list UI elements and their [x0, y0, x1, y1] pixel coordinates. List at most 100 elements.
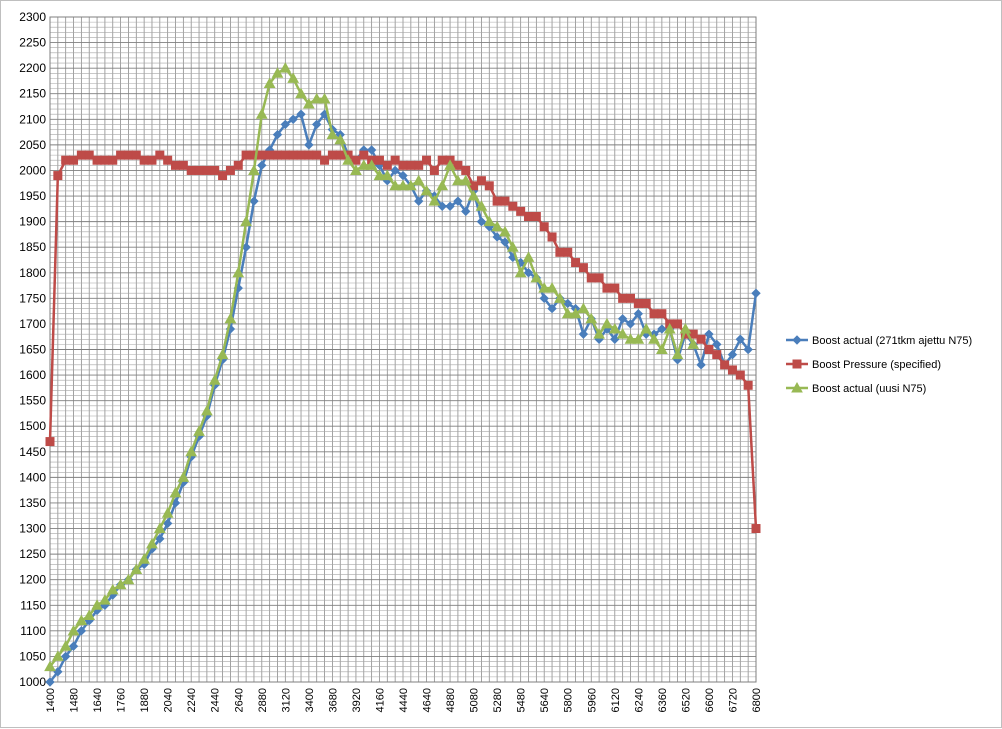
series-3-point	[365, 159, 378, 170]
series-3-point	[169, 486, 182, 498]
series-3-point	[420, 184, 433, 196]
x-tick-label: 2880	[257, 688, 269, 712]
series-2-point	[429, 165, 439, 175]
series-3-point	[389, 179, 402, 191]
series-1-point	[500, 237, 510, 247]
x-tick-label: 4640	[422, 688, 434, 712]
series-1-point	[578, 329, 589, 339]
series-2-point	[673, 319, 683, 329]
y-tick-label: 1600	[19, 368, 46, 382]
series-1-point	[539, 293, 549, 304]
series-2-point	[218, 171, 228, 181]
series-layer	[44, 62, 761, 687]
y-tick-label: 1550	[19, 394, 46, 408]
x-tick-label: 1760	[116, 688, 128, 712]
y-tick-label: 1400	[19, 470, 46, 484]
series-1-point	[413, 196, 424, 206]
series-3-point	[334, 133, 347, 145]
series-3-point	[271, 67, 284, 78]
series-3-point	[428, 195, 441, 206]
series-3-point	[561, 307, 574, 319]
series-3-point	[240, 215, 252, 227]
x-tick-label: 2040	[163, 688, 175, 712]
series-2-point	[618, 293, 628, 303]
series-1-point	[625, 319, 636, 329]
series-3-point	[318, 92, 331, 104]
series-3-point	[44, 660, 56, 672]
series-3-point	[208, 374, 221, 385]
series-3-point	[499, 225, 511, 237]
series-2-point	[131, 150, 141, 160]
series-2-point	[147, 155, 157, 165]
y-tick-label: 1650	[19, 343, 46, 357]
series-2-point	[696, 334, 706, 344]
series-1-point	[398, 170, 408, 181]
x-tick-label: 4160	[374, 688, 386, 712]
series-1-point	[257, 160, 267, 171]
series-3-point	[130, 563, 143, 574]
series-2-point	[280, 150, 290, 160]
legend-swatch-point	[792, 359, 802, 369]
y-tick-label: 1100	[20, 624, 46, 638]
series-1-point	[696, 360, 706, 370]
series-1-point	[296, 109, 306, 119]
series-3-point	[491, 220, 503, 232]
series-3-point	[632, 333, 645, 344]
series-1-point	[547, 303, 557, 314]
series-2-point	[194, 165, 204, 175]
series-3-point	[106, 583, 119, 595]
series-1-point	[155, 534, 165, 544]
series-2-point	[92, 155, 102, 165]
series-2-point	[484, 181, 494, 191]
series-2-point	[178, 160, 188, 170]
series-2-point	[641, 298, 651, 308]
series-3-point	[75, 614, 88, 626]
x-tick-label: 4440	[398, 688, 410, 712]
series-3-point	[569, 307, 582, 319]
series-2-point	[116, 150, 126, 160]
series-3-point	[310, 92, 323, 104]
series-3-point	[554, 292, 566, 303]
series-2-point	[422, 155, 432, 165]
series-2-point	[743, 380, 753, 390]
y-tick-label: 1450	[19, 445, 46, 459]
y-tick-label: 1150	[20, 598, 46, 612]
legend-label: Boost actual (271tkm ajettu N75)	[812, 335, 972, 347]
y-tick-label: 2050	[19, 138, 46, 152]
series-2-point	[461, 165, 471, 175]
series-2-point	[610, 283, 620, 293]
legend-label: Boost actual (uusi N75)	[812, 383, 926, 395]
axes: 1000 1050 1100 1150 1200 1250 1300 1350 1400 1450…	[19, 10, 763, 712]
series-2-point	[320, 155, 330, 165]
series-2-point	[704, 345, 714, 354]
series-3-point	[373, 169, 386, 181]
series-3-point	[326, 128, 339, 140]
series-3-point	[201, 404, 213, 416]
y-tick-label: 1850	[19, 240, 46, 254]
series-3-point	[83, 609, 96, 620]
series-2-point	[108, 155, 118, 165]
series-2-point	[398, 160, 408, 170]
y-tick-label: 1750	[19, 291, 46, 305]
series-2-point	[539, 222, 549, 232]
series-3-point	[161, 507, 174, 518]
y-tick-label: 2000	[19, 163, 46, 177]
series-3-point	[404, 179, 417, 191]
series-2-point	[720, 360, 730, 370]
series-3-point	[381, 169, 394, 181]
series-3-point	[248, 164, 260, 175]
legend-item-1: Boost actual (271tkm ajettu N75)	[786, 335, 972, 347]
legend-item-2: Boost Pressure (specified)	[786, 359, 941, 371]
series-2-point	[751, 524, 761, 534]
series-2-point	[351, 155, 361, 165]
x-tick-label: 6600	[704, 688, 716, 712]
series-3-point	[624, 333, 637, 344]
legend-swatch-point	[792, 335, 802, 345]
series-3-point	[648, 333, 660, 344]
series-3-point	[146, 537, 158, 549]
y-tick-label: 1900	[19, 215, 46, 229]
y-tick-label: 2100	[19, 112, 46, 126]
series-2-point	[210, 165, 220, 175]
x-tick-label: 3920	[351, 688, 363, 712]
